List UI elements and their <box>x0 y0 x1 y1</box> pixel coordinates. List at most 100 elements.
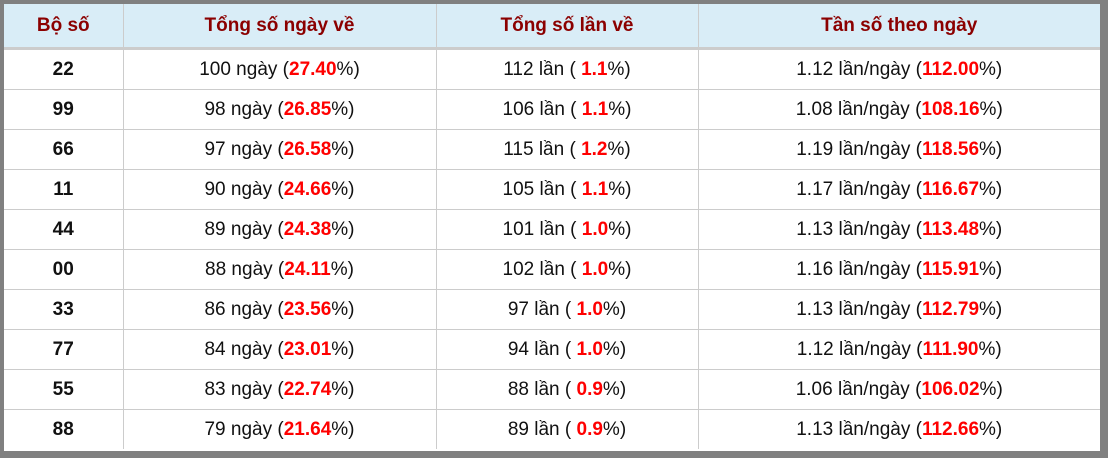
ngay-percent: 27.40 <box>289 58 337 80</box>
cell-bo-so: 44 <box>4 209 124 250</box>
ngay-percent: 23.01 <box>283 338 332 360</box>
ngay-count: 98 <box>204 98 226 120</box>
pct-close: %) <box>979 258 1003 280</box>
tanso-percent: 111.90 <box>922 338 979 360</box>
unit: lần/ngày ( <box>833 258 922 280</box>
unit: lần ( <box>528 378 577 400</box>
pct-close: %) <box>331 98 355 120</box>
ngay-percent: 22.74 <box>283 378 332 400</box>
pct-close: %) <box>608 218 632 240</box>
lan-percent: 1.0 <box>581 258 609 280</box>
unit: lần ( <box>528 298 577 320</box>
cell-tan-so: 1.19 lần/ngày (118.56%) <box>698 129 1100 170</box>
pct-close: %) <box>602 298 627 320</box>
cell-tan-so: 1.13 lần/ngày (112.79%) <box>698 289 1100 330</box>
cell-tan-so: 1.12 lần/ngày (111.90%) <box>698 329 1100 370</box>
ngay-count: 86 <box>204 298 226 320</box>
ngay-percent: 26.58 <box>283 138 332 160</box>
tanso-percent: 112.79 <box>921 298 980 320</box>
pct-close: %) <box>979 298 1003 320</box>
table-row: 88 79 ngày (21.64%) 89 lần ( 0.9%) 1.13 lần… <box>4 409 1100 450</box>
tanso-value: 1.13 <box>796 218 834 240</box>
cell-lan-ve: 97 lần ( 1.0%) <box>436 289 699 330</box>
cell-tan-so: 1.13 lần/ngày (113.48%) <box>698 209 1100 250</box>
lan-count: 115 <box>503 138 534 160</box>
cell-tan-so: 1.12 lần/ngày (112.00%) <box>698 48 1100 90</box>
cell-ngay-ve: 84 ngày (23.01%) <box>123 329 437 370</box>
ngay-percent: 24.38 <box>283 218 332 240</box>
pct-close: %) <box>979 218 1003 240</box>
tanso-percent: 113.48 <box>921 218 980 240</box>
lan-percent: 1.2 <box>581 138 608 160</box>
cell-lan-ve: 112 lần ( 1.1%) <box>436 48 699 90</box>
ngay-count: 79 <box>204 418 226 440</box>
tanso-value: 1.08 <box>795 98 833 120</box>
unit: ngày ( <box>225 98 284 120</box>
unit: lần ( <box>534 98 582 120</box>
table-row: 44 89 ngày (24.38%) 101 lần ( 1.0%) 1.13 lầ… <box>4 209 1100 250</box>
pct-close: %) <box>979 98 1003 120</box>
pct-close: %) <box>330 258 354 280</box>
cell-tan-so: 1.06 lần/ngày (106.02%) <box>698 369 1100 410</box>
header-bo-so: Bộ số <box>4 4 124 50</box>
ngay-count: 84 <box>204 338 226 360</box>
cell-lan-ve: 115 lần ( 1.2%) <box>436 129 699 170</box>
pct-close: %) <box>331 178 355 200</box>
tanso-value: 1.12 <box>796 338 834 360</box>
table-row: 55 83 ngày (22.74%) 88 lần ( 0.9%) 1.06 lần… <box>4 369 1100 410</box>
lan-percent: 1.0 <box>581 218 609 240</box>
tanso-percent: 116.67 <box>921 178 980 200</box>
lan-count: 101 <box>502 218 535 240</box>
lan-percent: 1.0 <box>576 298 603 320</box>
cell-lan-ve: 89 lần ( 0.9%) <box>436 409 699 449</box>
unit: lần/ngày ( <box>832 98 922 120</box>
unit: lần/ngày ( <box>833 418 922 440</box>
unit: lần/ngày ( <box>833 298 922 320</box>
unit: ngày ( <box>230 58 289 80</box>
cell-tan-so: 1.13 lần/ngày (112.66%) <box>698 410 1100 450</box>
lan-count: 102 <box>502 258 535 280</box>
pct-close: %) <box>602 338 627 360</box>
lan-percent: 0.9 <box>576 418 603 440</box>
table-row: 99 98 ngày (26.85%) 106 lần ( 1.1%) 1.08 lầ… <box>4 89 1100 130</box>
lan-count: 97 <box>507 298 529 320</box>
ngay-percent: 26.85 <box>283 98 332 120</box>
pct-close: %) <box>331 138 355 160</box>
unit: lần ( <box>528 338 577 360</box>
pct-close: %) <box>607 58 631 80</box>
cell-ngay-ve: 86 ngày (23.56%) <box>123 289 437 330</box>
table-header-row: Bộ số Tổng số ngày về Tổng số lần về Tần… <box>4 4 1100 50</box>
lan-count: 106 <box>502 98 535 120</box>
cell-bo-so: 66 <box>4 129 124 170</box>
cell-lan-ve: 101 lần ( 1.0%) <box>436 209 699 250</box>
tanso-value: 1.19 <box>796 138 834 160</box>
pct-close: %) <box>979 378 1003 400</box>
cell-ngay-ve: 88 ngày (24.11%) <box>123 249 437 290</box>
unit: ngày ( <box>225 298 284 320</box>
ngay-percent: 24.66 <box>283 178 332 200</box>
unit: lần/ngày ( <box>833 338 923 360</box>
cell-bo-so: 88 <box>4 409 124 449</box>
pct-close: %) <box>336 58 360 80</box>
pct-close: %) <box>979 418 1003 440</box>
lan-count: 112 <box>503 58 534 80</box>
unit: lần/ngày ( <box>833 138 922 160</box>
header-tong-so-lan-ve: Tổng số lần về <box>436 4 699 50</box>
cell-ngay-ve: 97 ngày (26.58%) <box>123 129 437 170</box>
cell-bo-so: 55 <box>4 369 124 410</box>
unit: lần/ngày ( <box>833 58 922 80</box>
unit: lần ( <box>533 58 582 80</box>
lan-percent: 1.1 <box>581 178 609 200</box>
pct-close: %) <box>331 298 355 320</box>
tanso-value: 1.12 <box>796 58 834 80</box>
cell-ngay-ve: 79 ngày (21.64%) <box>123 409 437 449</box>
tanso-percent: 112.66 <box>921 418 980 440</box>
tanso-percent: 106.02 <box>921 378 980 400</box>
ngay-count: 100 <box>199 58 231 80</box>
cell-tan-so: 1.08 lần/ngày (108.16%) <box>698 89 1100 130</box>
unit: lần/ngày ( <box>833 218 922 240</box>
cell-lan-ve: 105 lần ( 1.1%) <box>436 169 699 210</box>
cell-bo-so: 99 <box>4 89 124 130</box>
unit: ngày ( <box>225 138 284 160</box>
pct-close: %) <box>602 418 627 440</box>
